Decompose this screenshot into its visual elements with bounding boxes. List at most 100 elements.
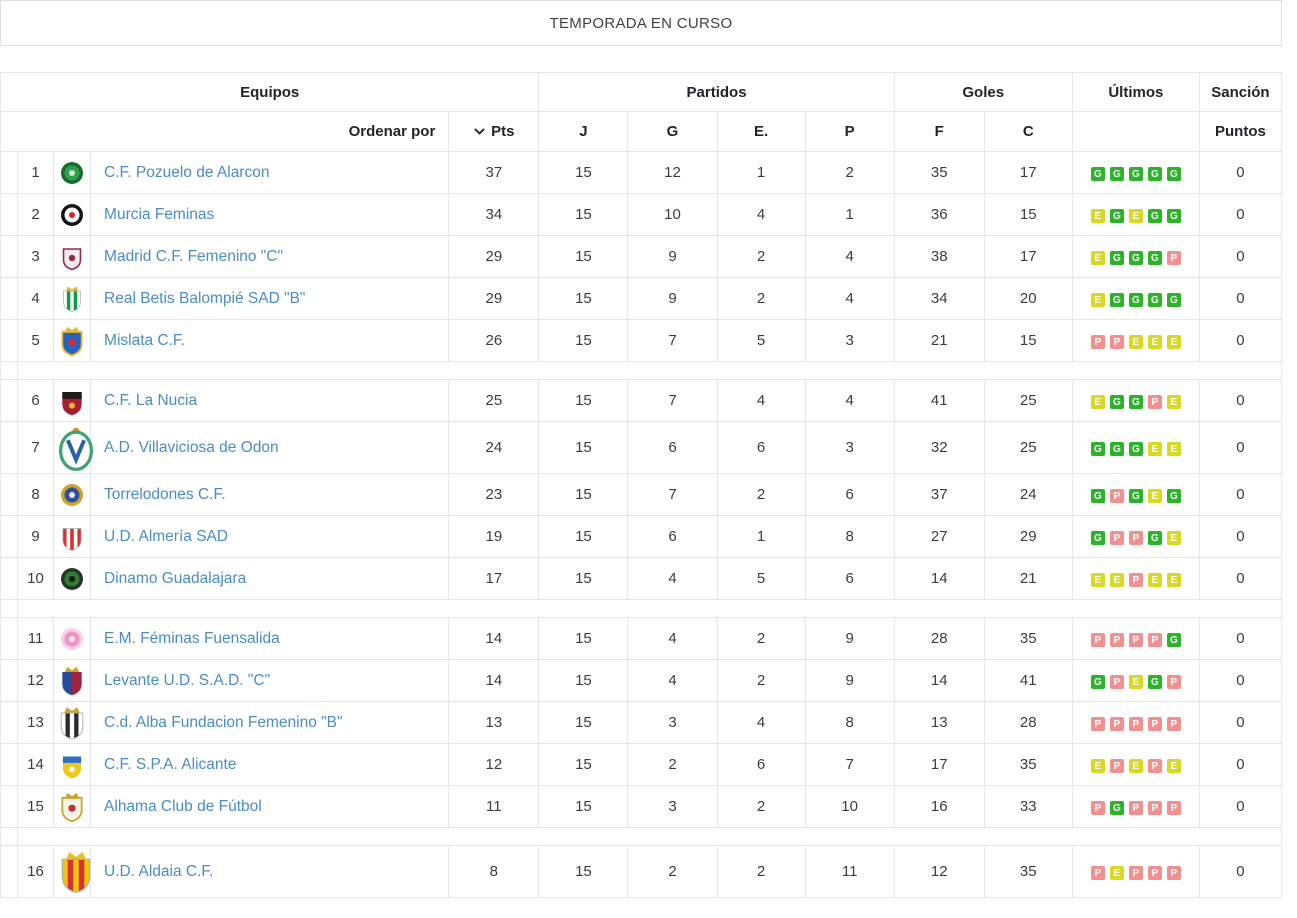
crest-cell [53, 557, 92, 600]
goals-against-cell: 25 [983, 379, 1073, 422]
column-header-lost[interactable]: P [804, 111, 895, 152]
form-badge-p: P [1090, 633, 1105, 647]
form-badge-g: G [1109, 442, 1124, 456]
form-badge-p: P [1128, 633, 1143, 647]
form-badge-g: G [1109, 209, 1124, 223]
team-cell: Mislata C.F. [90, 319, 450, 362]
goals-against-cell: 33 [983, 785, 1073, 828]
table-row: 6 C.F. La Nucia 25 15 7 4 4 41 25 E G G P E 0 [0, 379, 1283, 422]
drawn-cell: 4 [716, 379, 806, 422]
team-link[interactable]: E.M. Féminas Fuensalida [104, 629, 280, 647]
team-cell: C.F. Pozuelo de Alarcon [90, 151, 450, 194]
form-badge-p: P [1128, 866, 1143, 880]
position-cell: 12 [16, 659, 55, 702]
form-badge-p: P [1090, 801, 1105, 815]
played-cell: 15 [538, 151, 629, 194]
form-badge-p: P [1090, 717, 1105, 731]
form-badge-e: E [1090, 759, 1105, 773]
won-cell: 7 [627, 319, 718, 362]
row-spacer-cell [0, 743, 18, 786]
team-crest-icon [63, 286, 81, 312]
row-spacer-cell [0, 473, 18, 516]
lost-cell: 6 [804, 557, 895, 600]
form-badge-p: P [1128, 573, 1143, 587]
table-row: 16 U.D. Aldaia C.F. 8 15 2 2 11 12 35 P E P P P 0 [0, 845, 1283, 898]
position-cell: 14 [16, 743, 55, 786]
team-link[interactable]: C.F. S.P.A. Alicante [104, 755, 237, 773]
won-cell: 4 [627, 557, 718, 600]
points-cell: 19 [448, 515, 540, 558]
team-cell: Torrelodones C.F. [90, 473, 450, 516]
team-cell: U.D. Aldaia C.F. [90, 845, 450, 898]
lost-cell: 1 [804, 193, 895, 236]
crest-cell [53, 421, 94, 474]
goals-for-cell: 32 [893, 421, 985, 474]
team-link[interactable]: C.F. La Nucia [104, 391, 198, 409]
column-header-drawn[interactable]: E. [716, 111, 806, 152]
row-spacer-cell [0, 193, 18, 236]
team-link[interactable]: Dinamo Guadalajara [104, 569, 247, 587]
team-link[interactable]: C.d. Alba Fundacion Femenino "B" [104, 713, 343, 731]
team-link[interactable]: Madrid C.F. Femenino "C" [104, 247, 284, 265]
team-link[interactable]: Alhama Club de Fútbol [104, 797, 262, 815]
team-cell: Levante U.D. S.A.D. "C" [90, 659, 450, 702]
form-badge-g: G [1109, 167, 1124, 181]
points-cell: 12 [448, 743, 540, 786]
team-link[interactable]: A.D. Villaviciosa de Odon [104, 438, 279, 456]
drawn-cell: 2 [716, 277, 806, 320]
team-link[interactable]: U.D. Almería SAD [104, 527, 229, 545]
goals-for-cell: 14 [893, 659, 985, 702]
team-crest-icon [61, 204, 84, 226]
goals-for-cell: 17 [893, 743, 985, 786]
position-cell: 5 [16, 319, 55, 362]
lost-cell: 3 [804, 421, 895, 474]
group-header-sancion: Sanción [1198, 72, 1283, 112]
table-row: 7 A.D. Villaviciosa de Odon 24 15 6 6 3 32 25 G G G… [0, 421, 1283, 474]
row-spacer-cell [0, 277, 18, 320]
played-cell: 15 [538, 193, 629, 236]
column-header-pts[interactable]: Pts [448, 111, 540, 152]
team-crest-icon [60, 707, 84, 740]
drawn-cell: 5 [716, 557, 806, 600]
form-badge-e: E [1166, 335, 1181, 349]
form-badge-p: P [1166, 866, 1181, 880]
team-cell: Murcia Feminas [90, 193, 450, 236]
goals-against-cell: 24 [983, 473, 1073, 516]
drawn-cell: 6 [716, 743, 806, 786]
form-badge-p: P [1147, 759, 1162, 773]
column-header-played[interactable]: J [538, 111, 629, 152]
team-link[interactable]: Murcia Feminas [104, 205, 215, 223]
points-cell: 23 [448, 473, 540, 516]
column-header-goals-for[interactable]: F [893, 111, 985, 152]
team-link[interactable]: Torrelodones C.F. [104, 485, 226, 503]
team-link[interactable]: C.F. Pozuelo de Alarcon [104, 163, 270, 181]
points-cell: 29 [448, 277, 540, 320]
drawn-cell: 2 [716, 235, 806, 278]
separator-cell [17, 361, 1282, 380]
crest-cell [53, 235, 92, 278]
column-header-goals-against[interactable]: C [983, 111, 1073, 152]
column-header-won[interactable]: G [627, 111, 718, 152]
won-cell: 7 [627, 379, 718, 422]
team-link[interactable]: U.D. Aldaia C.F. [104, 862, 214, 880]
team-crest-icon [61, 792, 83, 823]
form-badge-p: P [1147, 395, 1162, 409]
form-badge-p: P [1166, 801, 1181, 815]
team-cell: Alhama Club de Fútbol [90, 785, 450, 828]
form-badge-g: G [1128, 167, 1143, 181]
form-badge-g: G [1147, 531, 1162, 545]
team-crest-icon [61, 484, 84, 506]
crest-cell [53, 473, 92, 516]
standings-body: 1 C.F. Pozuelo de Alarcon 37 15 12 1 2 35 17 G G G G… [0, 151, 1283, 898]
team-link[interactable]: Mislata C.F. [104, 331, 185, 349]
team-link[interactable]: Levante U.D. S.A.D. "C" [104, 671, 271, 689]
team-link[interactable]: Real Betis Balompié SAD "B" [104, 289, 306, 307]
form-badge-g: G [1109, 251, 1124, 265]
group-separator-row [0, 361, 1282, 380]
form-badge-g: G [1166, 209, 1181, 223]
